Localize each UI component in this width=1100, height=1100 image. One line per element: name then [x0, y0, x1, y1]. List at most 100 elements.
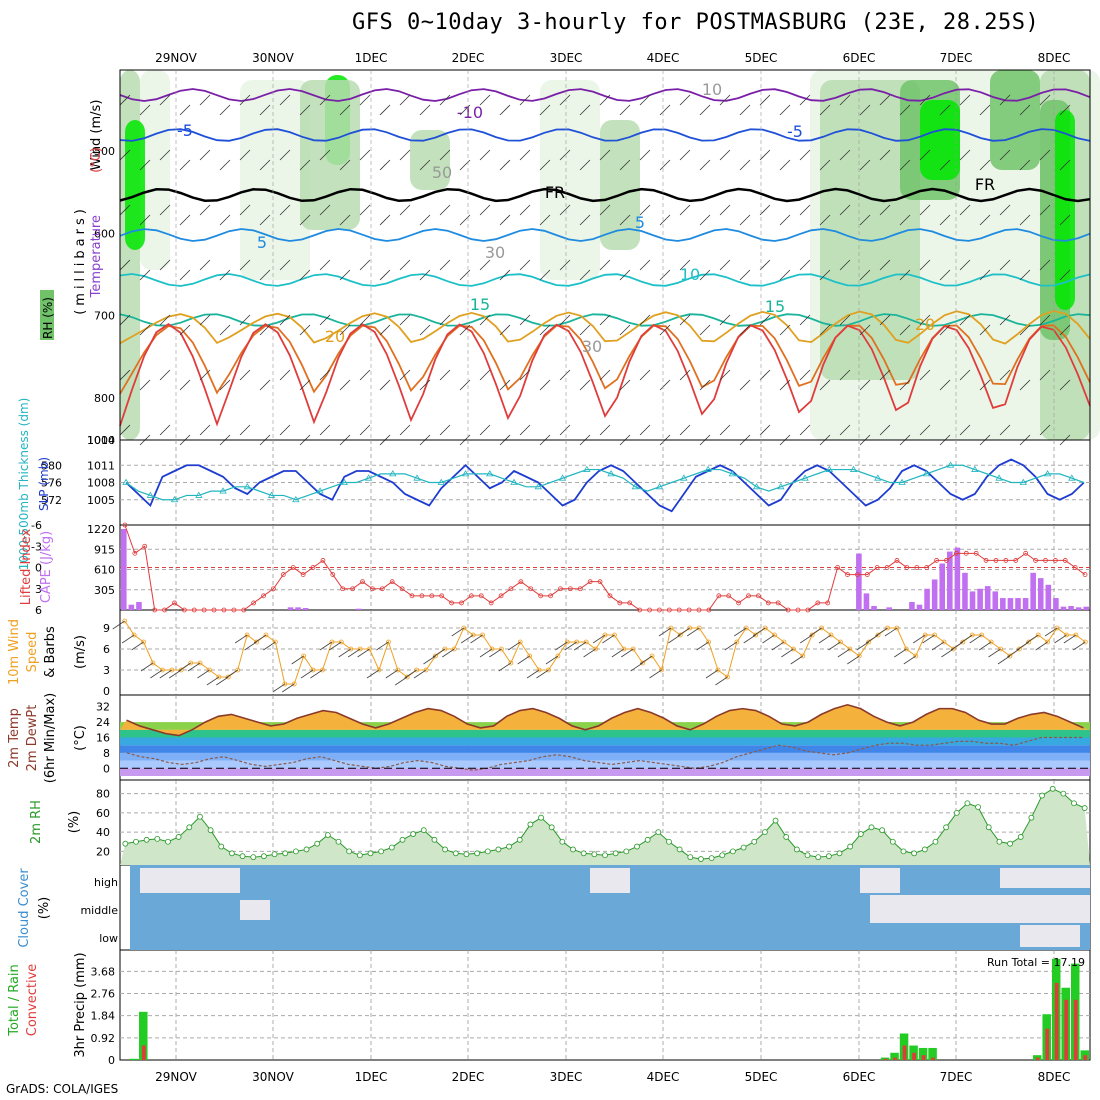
- wind-barb: [459, 159, 471, 171]
- wind-barb: [379, 214, 391, 226]
- wind-barb: [922, 634, 935, 644]
- cloud-gap-5: [1000, 868, 1090, 888]
- wind-barb: [1059, 379, 1071, 391]
- wind-barb: [579, 214, 591, 226]
- wind-barb: [399, 204, 411, 216]
- li-marker: [587, 579, 593, 585]
- wind-marker: [527, 653, 533, 659]
- wind-barb: [859, 104, 871, 116]
- wind-marker: [207, 667, 212, 673]
- rh-marker: [250, 854, 257, 861]
- li-marker: [1082, 572, 1088, 577]
- thickness-marker: [170, 495, 179, 503]
- wind-barb: [759, 369, 771, 381]
- rh-marker: [186, 824, 193, 831]
- wind-barb: [999, 369, 1011, 381]
- wind-barb: [479, 648, 493, 658]
- li-marker: [320, 558, 326, 563]
- wind-marker: [1035, 632, 1041, 638]
- wind-barb: [1007, 648, 1020, 658]
- wind-barb: [499, 104, 511, 116]
- wind-marker: [790, 646, 796, 652]
- wind-barb: [159, 369, 171, 381]
- li-marker: [993, 558, 999, 563]
- wind-barb: [199, 149, 211, 161]
- li-marker: [756, 593, 761, 599]
- wind-barb: [839, 314, 851, 326]
- wind-barb: [679, 314, 691, 326]
- wind-barb: [639, 259, 651, 271]
- wind-marker: [762, 625, 768, 631]
- rh-marker: [463, 851, 470, 858]
- wind-barb: [619, 214, 631, 226]
- wind-barb: [178, 662, 191, 672]
- li-marker: [132, 550, 138, 556]
- wind-barb: [619, 104, 631, 116]
- wind-barb: [1073, 641, 1086, 651]
- cape-bar: [969, 591, 976, 610]
- rh-marker: [719, 852, 726, 859]
- precip-conv-bar: [912, 1052, 916, 1060]
- wind-barb: [159, 669, 173, 679]
- thickness-marker: [971, 465, 979, 472]
- li-marker: [528, 586, 534, 592]
- wind-barb: [1039, 94, 1051, 106]
- wind-ytick-6: 6: [103, 643, 110, 656]
- wind-barb: [359, 149, 371, 161]
- wind-barb: [499, 379, 511, 391]
- thickness-marker: [680, 474, 688, 481]
- cape-bar: [962, 572, 968, 610]
- date-label-top-4: 3DEC: [550, 51, 583, 65]
- wind-barb: [1039, 369, 1051, 381]
- wind-barb: [559, 149, 571, 161]
- wind-barb: [379, 159, 391, 171]
- wind-barb: [300, 669, 314, 679]
- wind-barb: [779, 269, 791, 281]
- thickness-ytick-576: 576: [41, 477, 62, 490]
- wind-marker: [508, 660, 514, 666]
- slp-line: [125, 458, 1085, 513]
- wind-barb: [150, 669, 163, 679]
- li-marker: [340, 586, 346, 592]
- li-marker: [1052, 558, 1058, 563]
- wind-barb: [659, 214, 671, 226]
- li-marker: [290, 565, 296, 570]
- temp-band-3: [120, 745, 1090, 753]
- wind-marker: [499, 646, 504, 652]
- cape-bar: [984, 586, 991, 610]
- cape-bar: [992, 591, 999, 610]
- wind-barb: [799, 314, 811, 326]
- rh-marker: [442, 846, 449, 853]
- cape-bar: [1000, 598, 1006, 610]
- wind-barb: [919, 94, 931, 106]
- rh-marker: [570, 846, 576, 853]
- wind-marker: [1082, 639, 1088, 645]
- wind-barb: [282, 683, 295, 693]
- wind-barb: [879, 149, 891, 161]
- cape-bar: [121, 529, 127, 610]
- li-marker: [627, 600, 633, 606]
- contour-label-10: 20: [325, 327, 345, 346]
- rh-marker: [612, 850, 619, 857]
- date-label-bottom-6: 5DEC: [745, 1070, 778, 1084]
- wind-marker: [640, 660, 646, 666]
- rh-marker: [911, 850, 918, 857]
- thickness-marker: [801, 474, 809, 481]
- rh-shade-13: [990, 70, 1040, 170]
- rh-marker: [303, 846, 310, 853]
- temp-contour-0: [119, 88, 1091, 102]
- rh-marker: [921, 846, 928, 853]
- wind-barb: [828, 641, 841, 651]
- wind-barb: [498, 662, 512, 672]
- li-marker: [330, 572, 336, 577]
- li-marker: [825, 600, 831, 606]
- li-marker: [864, 572, 870, 577]
- li-marker: [647, 607, 652, 613]
- rh-marker: [580, 850, 587, 857]
- cape-bar: [287, 607, 294, 610]
- wind-barb: [919, 369, 931, 381]
- precip-ytick-2.76: 2.76: [91, 988, 116, 1001]
- li-marker: [251, 600, 257, 606]
- wind-barb: [1016, 641, 1030, 651]
- wind-barb: [399, 149, 411, 161]
